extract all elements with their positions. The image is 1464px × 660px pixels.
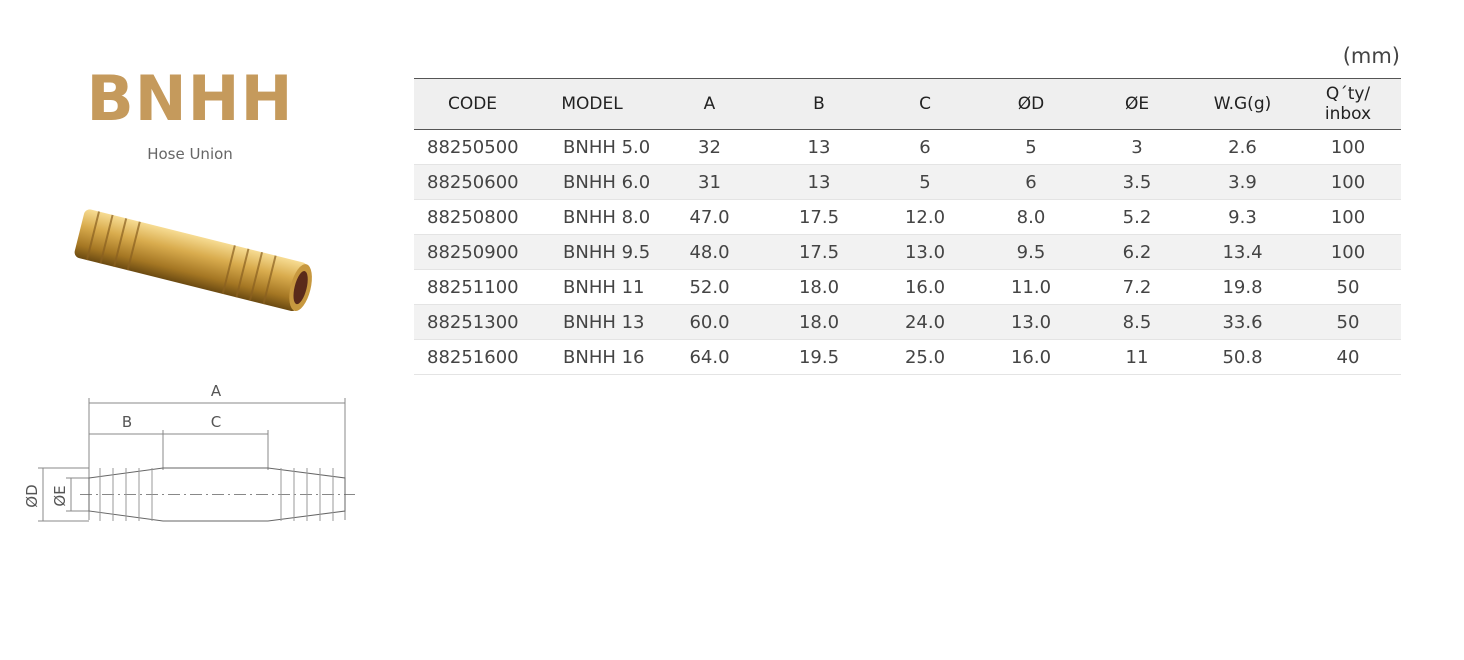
- product-title: BNHH: [86, 62, 294, 135]
- table-cell: 52.0: [653, 269, 766, 305]
- table-row: 88250800 BNHH 8.0 47.0 17.5 12.0 8.0 5.2 9.3 100: [414, 199, 1401, 235]
- table-cell: 7.2: [1084, 269, 1190, 305]
- table-cell: 13.0: [872, 234, 978, 270]
- table-cell: 11: [1084, 339, 1190, 375]
- table-cell: 100: [1295, 129, 1401, 165]
- table-row: 88251600 BNHH 16 64.0 19.5 25.0 16.0 11 50.8 40: [414, 339, 1401, 375]
- table-cell: 33.6: [1190, 304, 1295, 340]
- table-cell: 88250500: [414, 129, 531, 165]
- table-cell: 13: [766, 164, 872, 200]
- table-cell: 100: [1295, 234, 1401, 270]
- table-cell: 60.0: [653, 304, 766, 340]
- table-row: 88250500 BNHH 5.0 32 13 6 5 3 2.6 100: [414, 129, 1401, 165]
- column-header: W.G(g): [1190, 78, 1295, 130]
- table-cell: 32: [653, 129, 766, 165]
- table-cell: 50: [1295, 304, 1401, 340]
- unit-label: (mm): [1342, 44, 1400, 68]
- table-cell: 9.5: [978, 234, 1084, 270]
- table-cell: 25.0: [872, 339, 978, 375]
- table-cell: 8.0: [978, 199, 1084, 235]
- table-cell: 88251100: [414, 269, 531, 305]
- dim-label: ØE: [51, 485, 69, 506]
- table-cell: 19.5: [766, 339, 872, 375]
- product-image: [74, 209, 312, 312]
- table-row: 88251300 BNHH 13 60.0 18.0 24.0 13.0 8.5 33.6 50: [414, 304, 1401, 340]
- column-header: B: [766, 78, 872, 130]
- table-cell: 3: [1084, 129, 1190, 165]
- table-cell: 50: [1295, 269, 1401, 305]
- table-cell: 16.0: [872, 269, 978, 305]
- table-cell: 2.6: [1190, 129, 1295, 165]
- table-cell: 11.0: [978, 269, 1084, 305]
- table-cell: BNHH 9.5: [531, 234, 653, 270]
- table-cell: 9.3: [1190, 199, 1295, 235]
- table-cell: 17.5: [766, 199, 872, 235]
- table-row: 88250900 BNHH 9.5 48.0 17.5 13.0 9.5 6.2 13.4 10…: [414, 234, 1401, 270]
- table-cell: 3.5: [1084, 164, 1190, 200]
- column-header: CODE: [414, 78, 531, 130]
- dim-label: B: [122, 413, 132, 431]
- table-cell: 8.5: [1084, 304, 1190, 340]
- table-cell: BNHH 6.0: [531, 164, 653, 200]
- table-cell: 64.0: [653, 339, 766, 375]
- column-header: A: [653, 78, 766, 130]
- table-cell: 100: [1295, 199, 1401, 235]
- table-cell: 47.0: [653, 199, 766, 235]
- table-cell: 6: [872, 129, 978, 165]
- table-cell: 88251300: [414, 304, 531, 340]
- column-header: ØE: [1084, 78, 1190, 130]
- table-cell: 6.2: [1084, 234, 1190, 270]
- table-cell: 5.2: [1084, 199, 1190, 235]
- table-cell: 40: [1295, 339, 1401, 375]
- table-cell: 12.0: [872, 199, 978, 235]
- table-cell: 18.0: [766, 269, 872, 305]
- table-cell: 24.0: [872, 304, 978, 340]
- column-header: ØD: [978, 78, 1084, 130]
- header-row: CODE MODEL A B C ØD ØE W.G(g) Q´ty/ inbox: [414, 78, 1401, 130]
- table-cell: 19.8: [1190, 269, 1295, 305]
- spec-table: CODE MODEL A B C ØD ØE W.G(g) Q´ty/ inbox 882505…: [414, 78, 1401, 375]
- table-cell: 5: [978, 129, 1084, 165]
- column-header: Q´ty/ inbox: [1295, 78, 1401, 130]
- table-row: 88251100 BNHH 11 52.0 18.0 16.0 11.0 7.2 19.8 50: [414, 269, 1401, 305]
- table-cell: 3.9: [1190, 164, 1295, 200]
- table-cell: 5: [872, 164, 978, 200]
- table-cell: BNHH 5.0: [531, 129, 653, 165]
- dim-label: A: [211, 382, 222, 400]
- column-header: MODEL: [531, 78, 653, 130]
- table-body: 88250500 BNHH 5.0 32 13 6 5 3 2.6 100 88250600 BNH…: [414, 129, 1401, 375]
- table-cell: 13.0: [978, 304, 1084, 340]
- table-cell: 50.8: [1190, 339, 1295, 375]
- table-cell: 13: [766, 129, 872, 165]
- dimension-drawing: A B C ØD ØE: [23, 382, 355, 522]
- table-row: 88250600 BNHH 6.0 31 13 5 6 3.5 3.9 100: [414, 164, 1401, 200]
- table-cell: BNHH 11: [531, 269, 653, 305]
- dim-label: C: [211, 413, 221, 431]
- table-cell: 13.4: [1190, 234, 1295, 270]
- table-cell: BNHH 16: [531, 339, 653, 375]
- table-cell: 16.0: [978, 339, 1084, 375]
- table-cell: 100: [1295, 164, 1401, 200]
- table-cell: 48.0: [653, 234, 766, 270]
- table-cell: BNHH 13: [531, 304, 653, 340]
- table-cell: 88250600: [414, 164, 531, 200]
- table-cell: 88250800: [414, 199, 531, 235]
- table-cell: 88250900: [414, 234, 531, 270]
- table-cell: 88251600: [414, 339, 531, 375]
- table-cell: 17.5: [766, 234, 872, 270]
- table-cell: 18.0: [766, 304, 872, 340]
- product-subtitle: Hose Union: [147, 145, 233, 163]
- table-cell: 6: [978, 164, 1084, 200]
- column-header: C: [872, 78, 978, 130]
- table-cell: 31: [653, 164, 766, 200]
- table-cell: BNHH 8.0: [531, 199, 653, 235]
- dim-label: ØD: [23, 484, 41, 507]
